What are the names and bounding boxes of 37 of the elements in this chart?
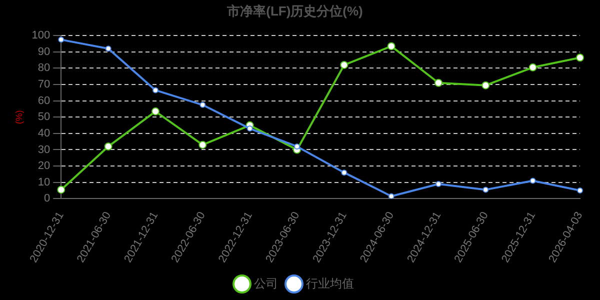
point (341, 170, 348, 176)
point (435, 180, 442, 187)
y-tick-label: 10 (38, 176, 50, 188)
y-tick-label: 90 (38, 46, 50, 58)
y-tick-label: 40 (38, 127, 50, 140)
point (105, 46, 112, 52)
y-tick-label: 100 (32, 30, 50, 42)
point (246, 126, 253, 132)
point (294, 143, 300, 150)
y-tick-label: 0 (44, 192, 50, 205)
point (387, 42, 396, 50)
point (198, 140, 207, 149)
y-tick-label: 80 (38, 62, 50, 74)
point (577, 188, 583, 194)
point (200, 102, 206, 108)
legend-label: 公司 (254, 276, 278, 290)
point (151, 107, 160, 116)
point (340, 60, 348, 69)
point (388, 193, 394, 199)
point (482, 81, 490, 90)
point (482, 186, 489, 193)
y-tick-label: 60 (38, 94, 50, 107)
legend-label: 行业均值 (306, 276, 354, 290)
y-tick-label: 50 (38, 111, 50, 124)
point (57, 186, 66, 194)
point (528, 63, 537, 72)
point (530, 178, 536, 184)
y-tick-label: 70 (38, 78, 50, 91)
point (576, 54, 584, 62)
y-tick-label: 20 (38, 160, 50, 172)
y-tick-label: 30 (38, 144, 50, 156)
point (58, 36, 64, 43)
point (104, 142, 112, 150)
chart-title: 市净率(LF)历史分位(%) (226, 3, 363, 18)
point (434, 78, 442, 87)
y-axis-title: (%) (14, 110, 24, 124)
point (152, 87, 158, 94)
